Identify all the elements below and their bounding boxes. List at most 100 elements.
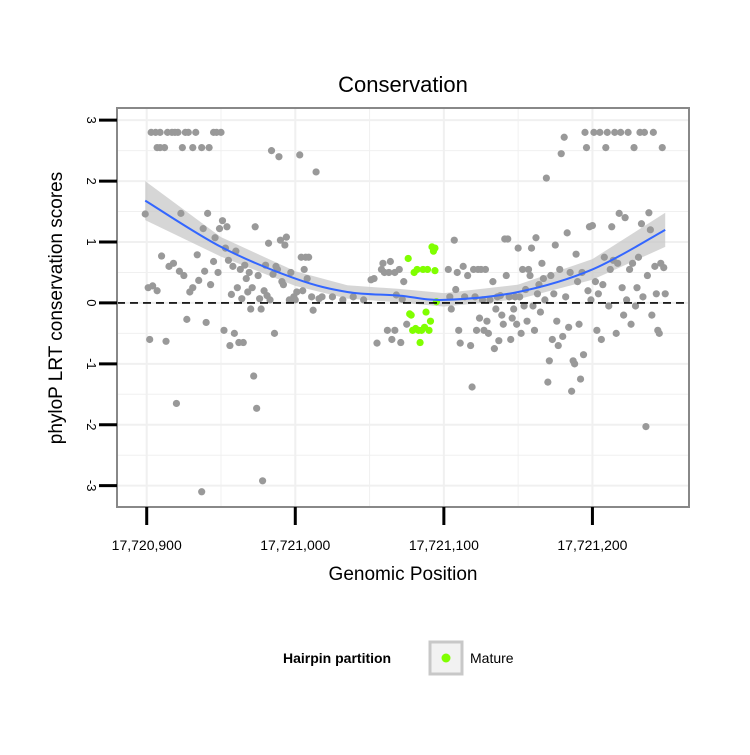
data-point [202,318,210,327]
data-point [590,128,598,136]
data-point [397,338,405,347]
data-point [637,220,646,228]
data-point [550,290,558,298]
data-point [621,214,629,222]
data-point [544,378,552,386]
data-point [383,326,391,334]
data-point [584,287,592,295]
data-point [612,329,620,337]
data-point [472,326,481,334]
data-point [581,128,589,136]
data-point [227,290,235,299]
data-point [318,293,326,301]
data-point [499,320,507,328]
data-point [513,320,521,328]
data-point [502,271,510,280]
data-point [385,268,393,277]
data-point [593,326,601,334]
data-point [370,274,378,283]
data-point [275,153,283,161]
y-tick-label: -2 [84,419,99,431]
data-point [575,320,583,328]
data-point [490,345,498,353]
data-point [566,268,574,277]
data-point [349,293,357,301]
data-point [215,225,224,233]
data-point [248,284,256,292]
mature-point [416,338,424,347]
data-point [559,332,567,341]
data-point [603,128,611,136]
data-point [526,271,534,280]
y-tick-label: -1 [84,358,99,370]
plot-border [116,107,690,508]
data-point [539,274,548,283]
data-point [649,128,657,136]
x-tick-label: 17,720,900 [112,537,182,553]
data-point [538,259,546,267]
data-point [251,223,259,231]
data-point [639,293,647,301]
x-tick-label: 17,721,200 [557,537,627,553]
data-point [253,404,261,412]
data-point [548,335,556,344]
data-point [218,217,227,225]
data-point [209,257,218,266]
legend-label-mature: Mature [470,650,514,666]
data-point [628,259,637,267]
data-point [510,305,518,313]
data-point [153,287,161,295]
data-point [523,317,531,325]
data-point [625,265,634,274]
data-point [643,271,652,280]
data-point [254,271,262,280]
data-point [519,265,527,274]
data-point [545,357,553,365]
data-point [542,174,550,182]
data-point [504,235,512,243]
data-point [257,305,265,313]
data-point [183,315,191,323]
data-point [177,209,185,217]
data-point [269,270,277,278]
data-point [299,287,307,295]
data-point [486,296,494,304]
data-point [655,329,663,337]
data-point [270,329,279,337]
data-point [388,335,396,344]
y-axis-title: phyloP LRT conservation scores [46,172,67,445]
data-point [276,236,285,244]
data-point [238,295,246,303]
data-point [259,477,267,485]
data-point [339,296,347,304]
mature-point [407,311,415,319]
y-tick-label: 3 [84,117,99,124]
data-point [244,288,252,296]
data-point [266,296,274,304]
mature-point [413,265,421,274]
data-point [618,284,626,292]
data-point [447,305,455,313]
data-point [530,326,539,334]
data-point [233,284,241,292]
mature-point [426,317,435,325]
x-tick-label: 17,721,100 [409,537,479,553]
data-point [281,241,289,249]
data-point [204,209,212,217]
data-point [175,267,183,275]
data-point [605,302,613,310]
data-point [608,223,616,231]
data-point [360,296,368,304]
legend-title: Hairpin partition [283,650,391,666]
data-point [453,268,461,277]
data-point [568,387,576,395]
data-point [199,225,207,233]
data-point [572,250,580,258]
data-point [217,128,225,136]
data-point [547,271,555,280]
data-point [250,372,258,380]
data-point [602,143,610,152]
data-point [594,290,602,298]
data-point [328,293,337,301]
